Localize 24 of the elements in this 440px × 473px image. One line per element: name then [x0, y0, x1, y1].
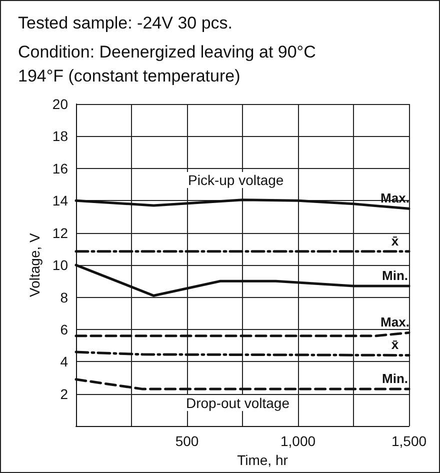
y-tick-label: 16 — [52, 160, 68, 176]
y-tick-label: 18 — [52, 128, 68, 144]
series-label: Min. — [382, 268, 408, 283]
y-tick-label: 20 — [52, 96, 68, 112]
series-label: x̄ — [391, 337, 400, 352]
y-tick-label: 2 — [60, 386, 68, 402]
y-tick-label: 8 — [60, 289, 68, 306]
y-tick-label: 6 — [60, 321, 68, 338]
x-tick-label: 1,500 — [391, 433, 427, 450]
chart-title: Tested sample: -24V 30 pcs. — [18, 14, 233, 32]
chart-subtitle: Condition: Deenergized leaving at 90°C 194°F (constant temperature) — [18, 42, 316, 86]
x-axis-title: Time, hr — [237, 452, 288, 468]
series-label: Max. — [380, 314, 410, 330]
series-label: x̄ — [391, 233, 400, 248]
x-tick-label: 500 — [175, 433, 199, 450]
y-tick-label: 12 — [52, 224, 68, 241]
y-tick-label: 14 — [52, 192, 68, 209]
y-axis-title: Voltage, V — [26, 232, 43, 297]
x-tick-label: 1,000 — [280, 433, 316, 450]
series-label: Min. — [382, 371, 408, 386]
annotation: Drop-out voltage — [186, 395, 290, 411]
annotation: Pick-up voltage — [188, 172, 284, 188]
y-tick-label: 10 — [52, 257, 68, 274]
y-tick-label: 4 — [60, 354, 68, 370]
